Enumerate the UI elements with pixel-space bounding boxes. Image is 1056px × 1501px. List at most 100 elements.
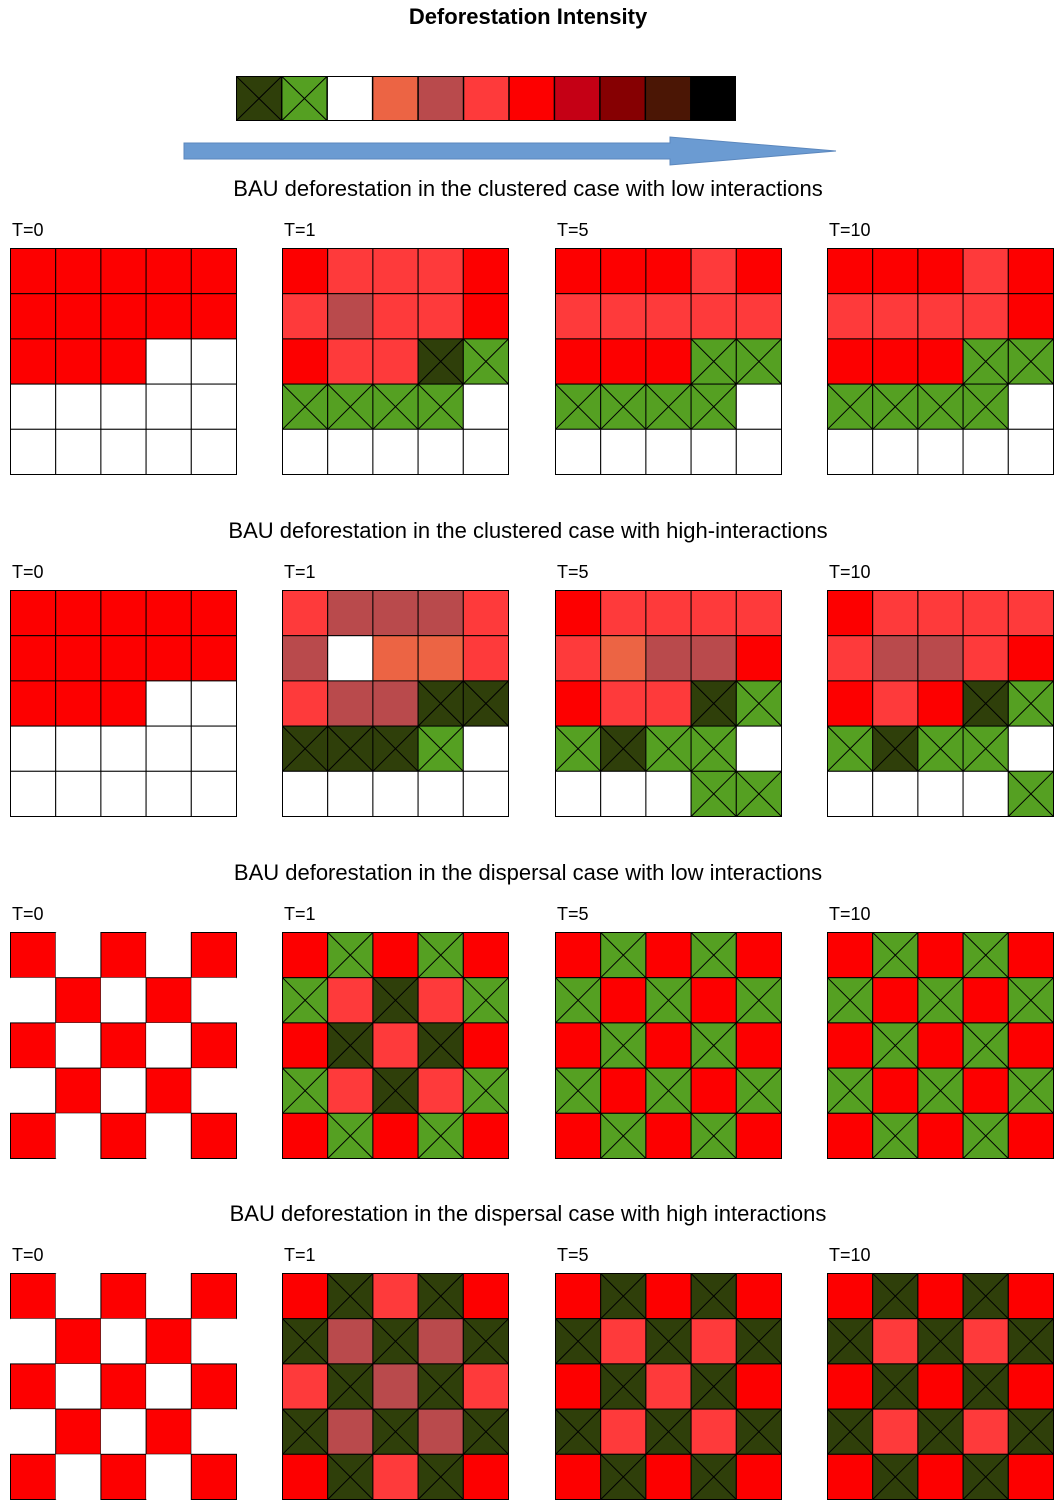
deforestation-grid: [282, 1273, 510, 1501]
grid-cell: [462, 1318, 510, 1365]
grid-cell: [690, 293, 737, 340]
grid-cell: [55, 770, 102, 818]
grid-cell: [55, 428, 102, 476]
grid-cell: [962, 383, 1009, 430]
deforestation-grid: [555, 590, 783, 818]
grid-cell: [690, 1067, 737, 1114]
grid-cell: [917, 383, 964, 430]
grid-cell: [827, 338, 874, 385]
grid-cell: [962, 338, 1009, 385]
grid-cell: [690, 1453, 737, 1501]
grid-cell: [55, 1318, 102, 1365]
grid-cell: [1007, 635, 1055, 682]
grid-cell: [55, 977, 102, 1024]
grid-cell: [100, 1453, 147, 1501]
grid-cell: [555, 338, 602, 385]
grid-cell: [10, 1068, 56, 1114]
grid-cell: [100, 1318, 147, 1364]
grid-cell: [1007, 428, 1055, 476]
grid-cell: [600, 932, 647, 979]
grid-cell: [600, 1363, 647, 1410]
grid-cell: [555, 635, 602, 682]
deforestation-grid: [827, 932, 1055, 1160]
grid-cell: [282, 1022, 329, 1069]
grid-cell: [327, 1067, 374, 1114]
section-title: BAU deforestation in the dispersal case …: [229, 1201, 827, 1226]
grid-cell: [190, 1363, 238, 1410]
grid-cell: [462, 725, 510, 772]
time-step-label: T=1: [284, 1245, 316, 1265]
grid-cell: [10, 1022, 57, 1069]
grid-cell: [1007, 1273, 1055, 1320]
legend-swatch-white: [326, 76, 373, 121]
grid-cell: [55, 293, 102, 340]
grid-cell: [100, 590, 147, 637]
grid-cell: [100, 1363, 147, 1410]
time-step-label: T=5: [557, 904, 589, 924]
grid-cell: [372, 383, 419, 430]
grid-cell: [827, 1408, 874, 1455]
grid-cell: [190, 590, 238, 637]
grid-cell: [962, 1363, 1009, 1410]
grid-cell: [282, 1453, 329, 1501]
grid-cell: [735, 248, 783, 295]
grid-cell: [417, 1363, 464, 1410]
grid-cell: [1007, 338, 1055, 385]
grid-cell: [190, 1453, 238, 1501]
grid-cell: [962, 1112, 1009, 1160]
legend-swatch-dark-green: [236, 76, 282, 121]
grid-cell: [645, 635, 692, 682]
grid-cell: [282, 428, 329, 476]
time-step-label: T=10: [829, 562, 871, 582]
grid-cell: [962, 932, 1009, 979]
grid-cell: [962, 1273, 1009, 1320]
grid-cell: [827, 1067, 874, 1114]
grid-cell: [1007, 932, 1055, 979]
grid-cell: [917, 725, 964, 772]
grid-cell: [145, 770, 192, 818]
grid-cell: [190, 1273, 238, 1320]
grid-cell: [372, 1022, 419, 1069]
grid-cell: [55, 1408, 102, 1455]
grid-cell: [555, 1273, 602, 1320]
grid-cell: [872, 1453, 919, 1501]
grid-cell: [145, 1067, 192, 1114]
section-title: BAU deforestation in the clustered case …: [228, 518, 828, 543]
grid-cell: [10, 977, 56, 1023]
grid-cell: [827, 428, 874, 476]
grid-cell: [645, 680, 692, 727]
grid-cell: [645, 293, 692, 340]
grid-cell: [145, 725, 192, 772]
grid-cell: [55, 383, 102, 430]
grid-cell: [372, 1408, 419, 1455]
grid-cell: [735, 977, 783, 1024]
grid-cell: [690, 590, 737, 637]
legend-swatch-green: [281, 76, 328, 121]
grid-cell: [282, 293, 329, 340]
grid-cell: [735, 725, 783, 772]
grid-cell: [145, 338, 192, 385]
grid-cell: [735, 338, 783, 385]
grid-cell: [462, 635, 510, 682]
grid-cell: [10, 1453, 57, 1501]
legend-swatch-red: [508, 76, 555, 121]
grid-cell: [145, 635, 192, 682]
grid-cell: [872, 338, 919, 385]
grid-cell: [191, 1318, 237, 1364]
grid-cell: [962, 590, 1009, 637]
deforestation-grid: [10, 590, 238, 818]
grid-cell: [872, 428, 919, 476]
grid-cell: [55, 725, 102, 772]
grid-cell: [282, 1273, 329, 1320]
grid-cell: [827, 293, 874, 340]
deforestation-grid: [827, 1273, 1055, 1501]
grid-cell: [282, 383, 329, 430]
grid-cell: [417, 1022, 464, 1069]
grid-cell: [600, 635, 647, 682]
grid-cell: [827, 725, 874, 772]
grid-cell: [917, 932, 964, 979]
grid-cell: [100, 1068, 147, 1114]
grid-cell: [962, 1453, 1009, 1501]
grid-cell: [10, 680, 57, 727]
grid-cell: [872, 1112, 919, 1160]
